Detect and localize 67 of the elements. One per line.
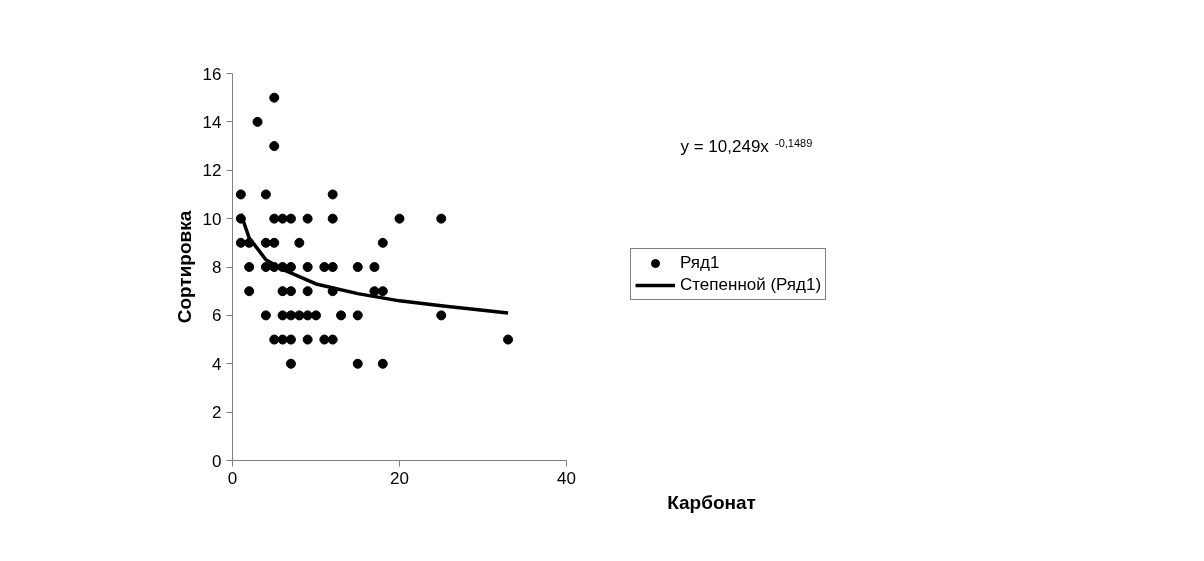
- point: [352, 262, 363, 272]
- y-tick-label: 14: [202, 112, 222, 132]
- point: [285, 310, 296, 321]
- point: [294, 237, 305, 248]
- y-axis-title: Сортировка: [173, 210, 195, 324]
- point: [252, 116, 263, 127]
- point: [302, 334, 313, 345]
- point: [436, 310, 447, 321]
- point: [311, 310, 321, 321]
- point: [277, 334, 288, 345]
- point: [327, 189, 338, 200]
- point: [352, 358, 363, 369]
- text: y = 10,249x-0,1489: [680, 136, 813, 156]
- point: [269, 141, 280, 152]
- point: [269, 92, 280, 103]
- y-tick-label: 8: [212, 258, 222, 277]
- point: [503, 334, 514, 345]
- point: [260, 262, 271, 272]
- point: [336, 310, 347, 321]
- point: [285, 286, 296, 297]
- point: [319, 334, 330, 345]
- point: [260, 189, 271, 200]
- point: [269, 334, 280, 345]
- point: [302, 213, 313, 224]
- point: [327, 213, 338, 224]
- x-tick-label: 40: [557, 468, 576, 488]
- y-tick-label: 0: [212, 451, 222, 471]
- point: [377, 358, 388, 369]
- point: [302, 262, 313, 272]
- point: [302, 310, 313, 321]
- y-tick-label: 10: [202, 209, 222, 229]
- point: [327, 334, 338, 345]
- point: [294, 310, 305, 321]
- point: [319, 262, 330, 272]
- point: [302, 286, 313, 297]
- point: [377, 286, 388, 297]
- point: [285, 213, 296, 224]
- point: [244, 286, 255, 297]
- point: [327, 262, 338, 272]
- x-axis-title: Карбонат: [667, 491, 756, 513]
- point: [235, 237, 246, 248]
- y-tick-label: 2: [212, 403, 222, 423]
- point: [377, 237, 388, 248]
- point: [352, 310, 363, 321]
- point: [269, 237, 280, 248]
- y-tick-label: 16: [202, 64, 222, 84]
- point: [369, 262, 380, 272]
- point: [285, 262, 296, 272]
- point: [260, 310, 271, 321]
- point: [235, 189, 246, 200]
- x-tick-label: 20: [390, 468, 409, 488]
- point: [277, 213, 288, 224]
- legend-label: Степенной (Ряд1): [680, 275, 822, 295]
- point: [285, 334, 296, 345]
- y-tick-label: 4: [212, 354, 222, 374]
- point: [285, 358, 296, 369]
- y-tick-label: 6: [212, 306, 222, 326]
- point: [394, 213, 405, 224]
- point: [260, 237, 271, 248]
- point: [244, 262, 255, 272]
- point: [269, 213, 280, 224]
- y-tick-label: 12: [202, 161, 222, 181]
- legend-label: Ряд1: [680, 253, 720, 273]
- point: [277, 286, 288, 297]
- point: [436, 213, 447, 224]
- x-tick-label: 0: [227, 468, 238, 488]
- point: [277, 310, 288, 321]
